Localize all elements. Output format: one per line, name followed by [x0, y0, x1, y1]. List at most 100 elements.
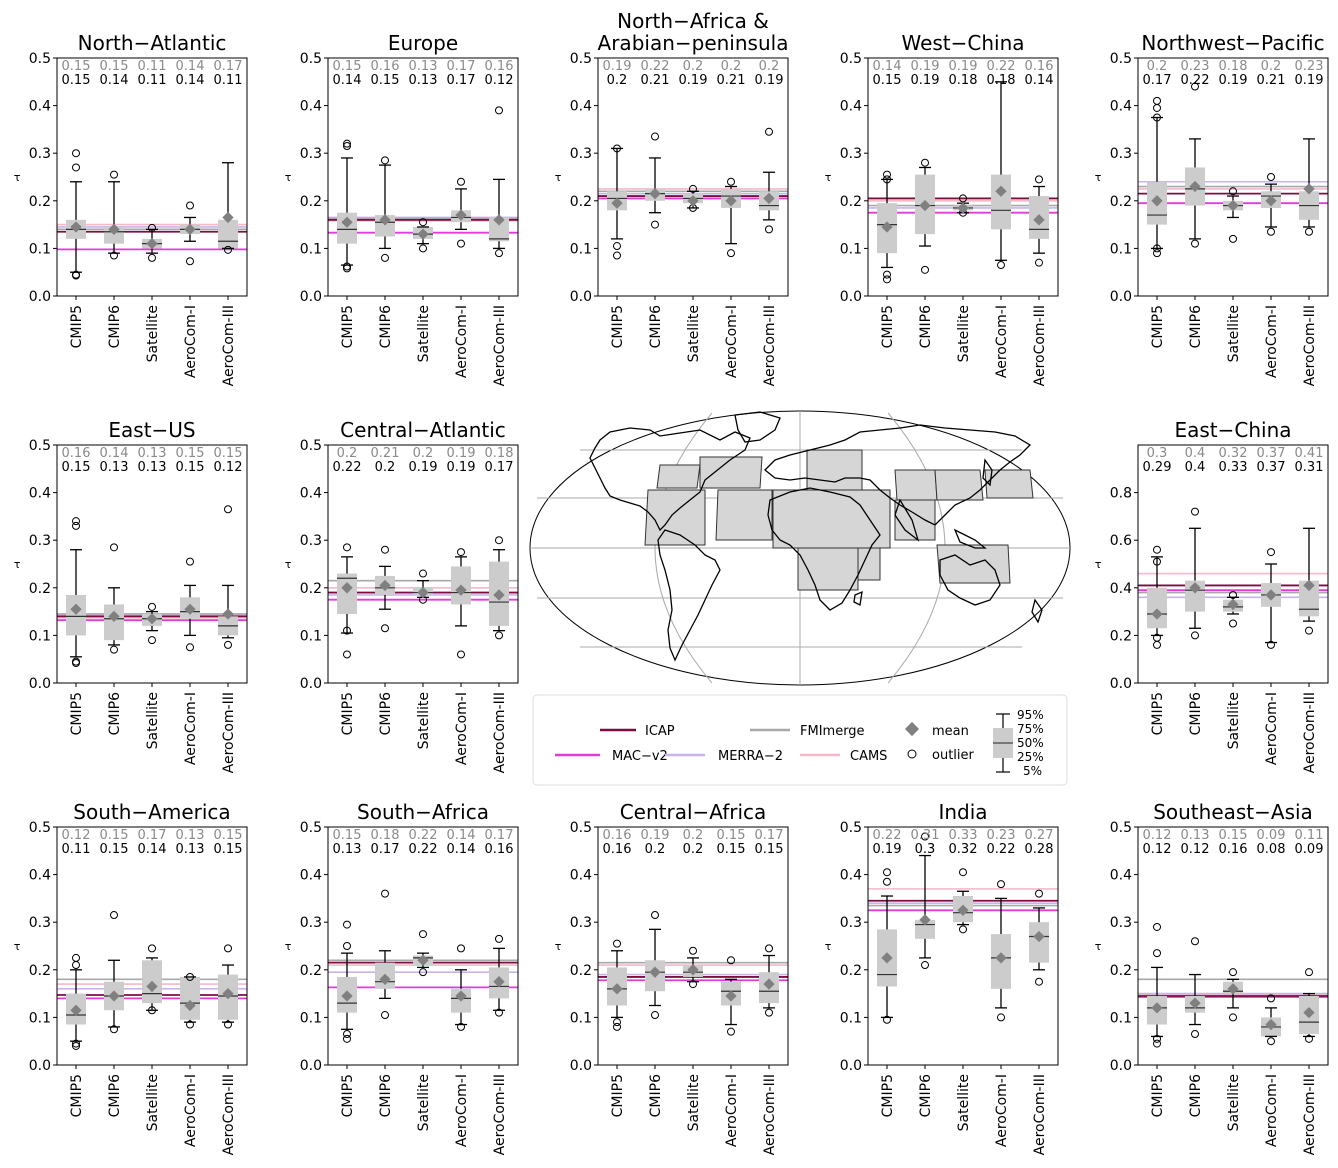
box-aerocom-iii: [489, 934, 509, 1017]
axes-frame: [597, 826, 789, 1066]
outlier-marker: [457, 944, 465, 953]
outlier-marker: [1229, 187, 1237, 196]
y-tick-label: 0.4: [29, 486, 51, 502]
x-tick-label: CMIP5: [880, 305, 896, 348]
x-tick-label: AeroCom-III: [1032, 1074, 1048, 1155]
legend-pct-25: 25%: [1017, 750, 1044, 764]
legend-mean-marker: [904, 721, 920, 737]
top-value-label: 0.18: [1219, 59, 1248, 74]
outlier-marker: [1153, 244, 1161, 253]
top-value-label: 0.2: [337, 446, 358, 461]
outlier-marker: [110, 251, 118, 260]
y-tick-label: 0.3: [300, 915, 322, 931]
world-map: [529, 410, 1071, 686]
box-satellite: [413, 930, 433, 977]
outlier-marker: [457, 1022, 465, 1031]
bottom-value-label: 0.11: [62, 842, 91, 857]
top-value-label: 0.13: [1181, 828, 1210, 843]
y-tick-label: 0.1: [570, 1010, 592, 1026]
outlier-marker: [110, 1025, 118, 1034]
outlier-marker: [613, 242, 621, 251]
outlier-marker: [224, 505, 232, 514]
outlier-marker: [997, 1013, 1005, 1022]
y-tick-label: 0.0: [570, 1058, 592, 1074]
bottom-value-label: 0.15: [214, 842, 243, 857]
outlier-marker: [883, 270, 891, 279]
bottom-value-label: 0.21: [1257, 73, 1286, 88]
top-value-label: 0.14: [873, 59, 902, 74]
y-axis-label: τ: [285, 558, 292, 571]
bottom-value-label: 0.15: [371, 73, 400, 88]
y-tick-label: 0.3: [840, 915, 862, 931]
box-cmip5: [337, 139, 357, 273]
top-value-label: 0.2: [721, 59, 742, 74]
box-cmip5: [877, 170, 897, 284]
box-aerocom-i: [180, 201, 200, 266]
outlier-marker: [651, 911, 659, 920]
top-value-label: 0.2: [1261, 59, 1282, 74]
top-value-label: 0.11: [138, 59, 167, 74]
outlier-marker: [883, 275, 891, 284]
mean-marker: [417, 954, 429, 966]
mean-marker: [881, 952, 893, 964]
outlier-marker: [419, 218, 427, 227]
mean-marker: [725, 195, 737, 207]
y-tick-label: 0.4: [29, 868, 51, 884]
box-aerocom-i: [451, 177, 471, 248]
bottom-value-label: 0.17: [485, 460, 514, 475]
legend-cams-label: CAMS: [850, 749, 887, 764]
panel-east-us: East−US 0.0 0.1 0.2 0.3 0.4 0.5 τ CMIP5 CMIP6 Sate…: [14, 418, 248, 773]
outlier-marker: [883, 1015, 891, 1024]
y-tick-label: 0.5: [570, 51, 592, 67]
y-tick-label: 0.5: [840, 51, 862, 67]
y-tick-label: 0.3: [300, 146, 322, 162]
box-satellite: [953, 868, 973, 934]
outlier-marker: [1267, 640, 1275, 649]
y-tick-label: 0.1: [300, 628, 322, 644]
mean-marker: [1189, 180, 1201, 193]
panel-title: North−Africa &: [617, 9, 769, 33]
y-tick-label: 0.4: [300, 868, 322, 884]
mean-marker: [763, 978, 775, 990]
y-tick-label: 0.4: [1110, 581, 1132, 597]
top-value-label: 0.18: [485, 446, 514, 461]
outlier-marker: [186, 201, 194, 210]
outlier-marker: [1191, 631, 1199, 640]
top-value-label: 0.23: [1295, 59, 1324, 74]
top-value-label: 0.12: [1143, 828, 1172, 843]
y-tick-label: 0.1: [29, 1010, 51, 1026]
outlier-marker: [148, 253, 156, 262]
legend-box-glyph: [993, 713, 1013, 773]
bottom-value-label: 0.19: [755, 73, 784, 88]
box-cmip6: [104, 170, 124, 260]
bottom-value-label: 0.14: [333, 73, 362, 88]
mean-marker: [379, 973, 391, 985]
y-tick-label: 0.4: [840, 868, 862, 884]
outlier-marker: [186, 643, 194, 652]
y-tick-label: 0.3: [29, 533, 51, 549]
bottom-value-label: 0.18: [987, 73, 1016, 88]
mean-marker: [1227, 199, 1239, 212]
box-cmip5: [607, 939, 627, 1031]
box-cmip6: [1185, 82, 1205, 248]
outlier-marker: [1229, 234, 1237, 243]
outlier-marker: [343, 1034, 351, 1043]
outlier-marker: [1035, 258, 1043, 267]
bottom-value-label: 0.17: [1143, 73, 1172, 88]
y-tick-label: 0.2: [840, 194, 862, 210]
top-value-label: 0.22: [409, 828, 438, 843]
box-satellite: [142, 944, 162, 1015]
x-tick-label: CMIP5: [610, 305, 626, 348]
mean-marker: [957, 202, 969, 214]
outlier-marker: [1035, 175, 1043, 184]
bottom-value-label: 0.15: [100, 842, 129, 857]
x-tick-label: Satellite: [686, 305, 702, 362]
outlier-marker: [343, 139, 351, 148]
mean-marker: [455, 209, 467, 221]
outlier-marker: [959, 194, 967, 203]
outlier-marker: [1153, 640, 1161, 649]
mean-marker: [1265, 195, 1277, 207]
x-tick-label: CMIP6: [648, 305, 664, 348]
outlier-marker: [457, 239, 465, 248]
legend-outlier-marker: [907, 749, 917, 759]
